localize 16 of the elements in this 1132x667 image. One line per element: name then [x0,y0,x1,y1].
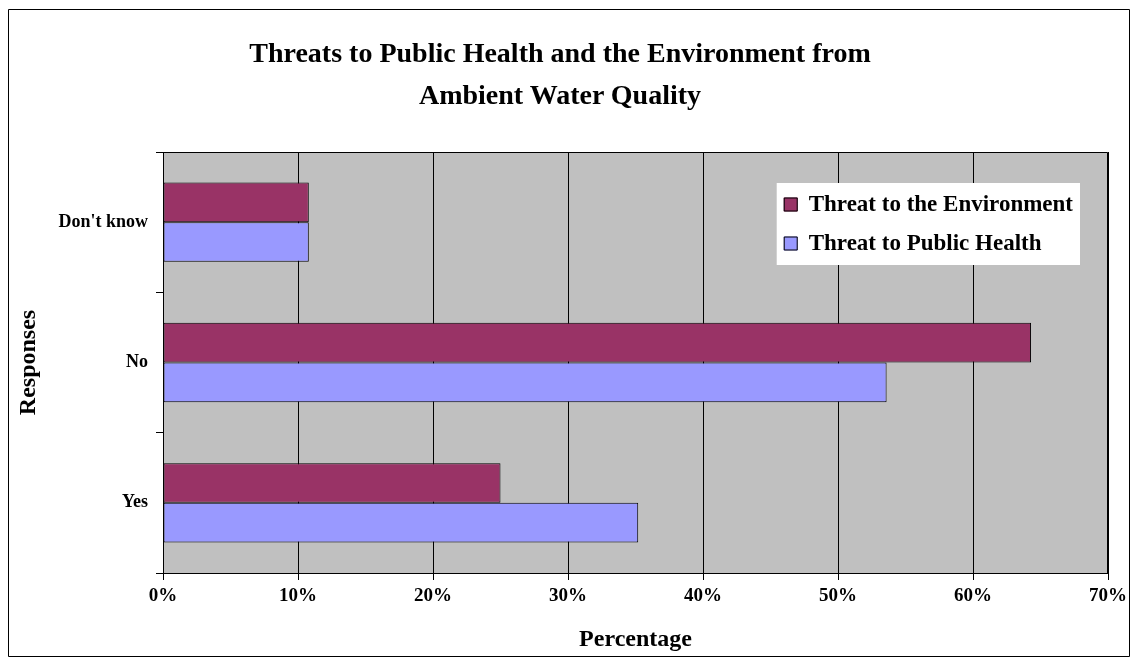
x-tick-label: 70% [1089,584,1127,606]
chart-title: Threats to Public Health and the Environment from Ambient Water Quality [249,37,871,111]
x-tick-label: 50% [819,584,857,606]
legend-label: Threat to the Environment [808,191,1074,217]
x-tick-label: 10% [279,584,317,606]
legend-label: Threat to Public Health [808,230,1042,256]
x-tick-label: 30% [549,584,587,606]
x-tick-label: 0% [148,584,178,606]
x-axis-title: Percentage [579,624,693,651]
y-tick-label: Don't know [58,210,148,231]
x-tick-label: 60% [954,584,992,606]
x-tick-label: 40% [684,584,722,606]
y-axis-title: Responses [13,309,40,416]
y-tick-label: No [126,351,148,372]
y-tick-label: Yes [122,491,148,512]
x-tick-label: 20% [414,584,452,606]
